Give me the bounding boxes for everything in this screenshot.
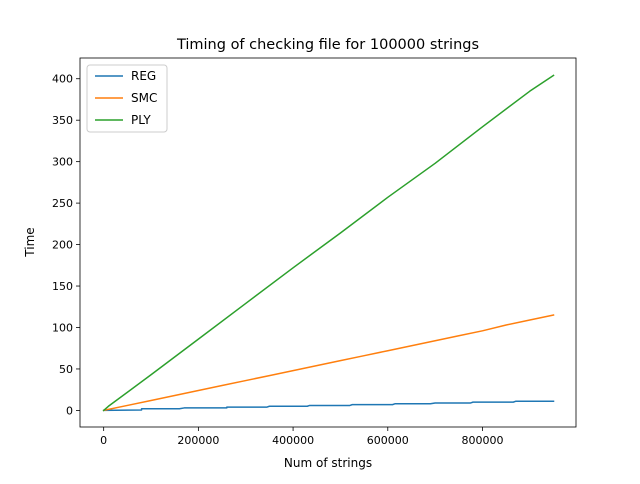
legend: REG SMC PLY — [86, 64, 168, 133]
series-line-ply — [102, 74, 555, 412]
legend-label-smc: SMC — [131, 91, 157, 105]
y-axis-label: Time — [23, 227, 37, 257]
legend-box — [86, 64, 168, 133]
y-tick-label: 0 — [66, 404, 73, 417]
legend-label-ply: PLY — [131, 113, 151, 127]
series-line-smc — [102, 314, 555, 412]
y-tick-label: 400 — [52, 73, 73, 86]
series-line-reg — [102, 400, 555, 412]
legend-label-reg: REG — [131, 69, 156, 83]
plot-area: 0 200000 400000 600000 800000 0 50 100 150 200 250… — [52, 57, 577, 447]
x-tick-label: 400000 — [272, 434, 314, 447]
x-tick-label: 600000 — [367, 434, 409, 447]
y-tick-label: 300 — [52, 156, 73, 169]
axes-frame — [79, 57, 577, 428]
y-tick-label: 50 — [59, 363, 73, 376]
x-tick-label: 800000 — [461, 434, 503, 447]
x-tick-label: 0 — [100, 434, 107, 447]
x-tick-label: 200000 — [177, 434, 219, 447]
y-tick-label: 250 — [52, 197, 73, 210]
x-axis-label: Num of strings — [284, 456, 372, 470]
chart-title: Timing of checking file for 100000 strin… — [176, 37, 479, 53]
y-tick-label: 200 — [52, 239, 73, 252]
y-tick-label: 100 — [52, 321, 73, 334]
y-tick-label: 350 — [52, 114, 73, 127]
y-tick-label: 150 — [52, 280, 73, 293]
